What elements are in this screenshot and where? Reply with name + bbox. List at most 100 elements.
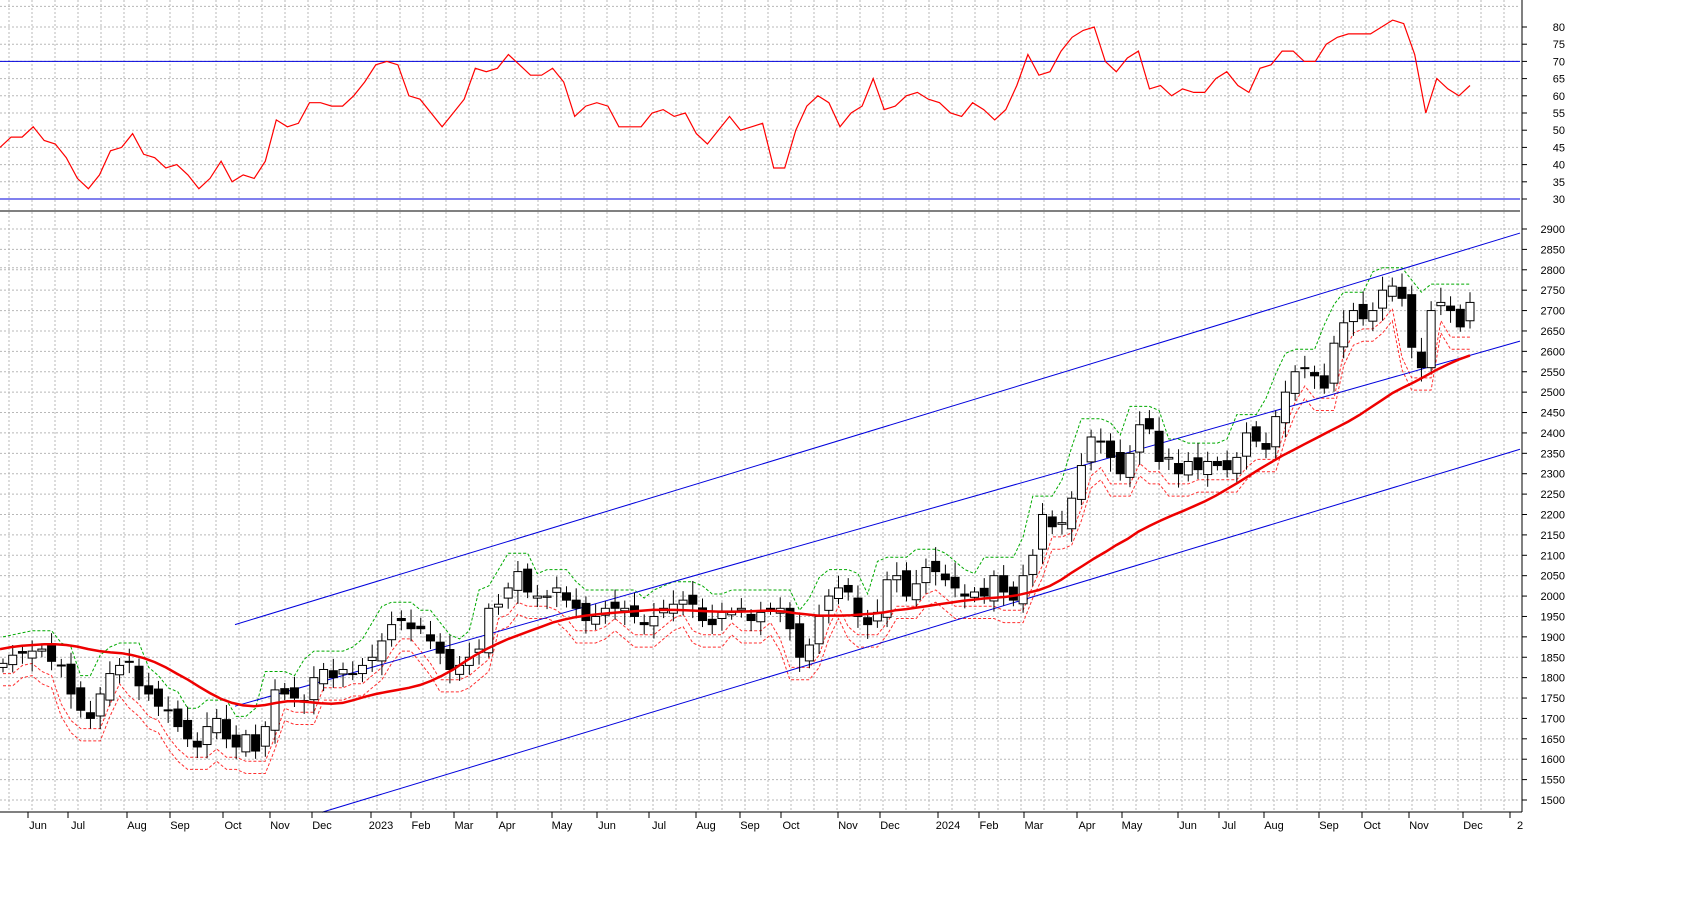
candle-body xyxy=(1193,457,1203,471)
candle-body xyxy=(0,662,8,668)
price-tick-label: 2500 xyxy=(1541,387,1565,399)
candle-body xyxy=(1183,460,1193,476)
moving-average-line xyxy=(0,354,1471,708)
price-tick-label: 1750 xyxy=(1541,693,1565,705)
candle-body xyxy=(756,611,766,623)
candle-body xyxy=(1319,375,1329,389)
x-tick-label: Jul xyxy=(1222,820,1236,832)
price-tick-label: 2250 xyxy=(1541,489,1565,501)
price-tick-label: 2100 xyxy=(1541,550,1565,562)
x-tick-label: Nov xyxy=(1409,820,1429,832)
candle-body xyxy=(416,625,426,630)
candle-body xyxy=(289,687,299,699)
candle-body xyxy=(882,579,892,618)
candle-body xyxy=(571,599,581,609)
candle-body xyxy=(678,599,688,605)
candle-body xyxy=(124,660,134,663)
candle-body xyxy=(1261,443,1271,450)
candle-body xyxy=(338,668,348,675)
candle-body xyxy=(115,664,125,676)
candle-body xyxy=(348,673,358,676)
x-tick-label: Aug xyxy=(127,820,147,832)
candle-body xyxy=(367,656,377,662)
candle-body xyxy=(1008,586,1018,601)
x-tick-label: Sep xyxy=(1319,820,1339,832)
candle-body xyxy=(493,603,503,608)
price-tick-label: 2600 xyxy=(1541,346,1565,358)
candle-body xyxy=(746,613,756,622)
candle-body xyxy=(620,607,630,612)
candle-body xyxy=(173,708,183,728)
rsi-tick-label: 60 xyxy=(1553,91,1565,103)
candle-body xyxy=(795,623,805,658)
trend-line-1 xyxy=(234,232,1521,626)
x-tick-label: 2 xyxy=(1517,820,1523,832)
candle-body xyxy=(192,740,202,748)
price-tick-label: 2850 xyxy=(1541,244,1565,256)
candle-body xyxy=(1455,308,1465,328)
candle-body xyxy=(1125,452,1135,478)
candle-body xyxy=(1242,432,1252,457)
x-tick-label: Jul xyxy=(652,820,666,832)
price-tick-label: 2550 xyxy=(1541,367,1565,379)
rsi-panel xyxy=(0,19,1520,200)
candle-body xyxy=(1086,436,1096,463)
candle-body xyxy=(1047,516,1057,528)
candle-body xyxy=(425,634,435,642)
rsi-tick-label: 55 xyxy=(1553,108,1565,120)
candle-body xyxy=(834,587,844,600)
x-tick-label: Aug xyxy=(696,820,716,832)
lower-envelope-band-2 xyxy=(3,319,1470,774)
price-tick-label: 1650 xyxy=(1541,734,1565,746)
candle-body xyxy=(581,602,591,622)
price-tick-label: 1950 xyxy=(1541,611,1565,623)
candle-body xyxy=(377,640,387,662)
candle-body xyxy=(1378,289,1388,309)
candle-body xyxy=(1232,456,1242,474)
candle-body xyxy=(1310,372,1320,377)
candle-body xyxy=(1106,440,1116,458)
candle-body xyxy=(503,587,513,599)
x-tick-label: Dec xyxy=(312,820,332,832)
candle-body xyxy=(8,654,18,666)
x-tick-label: Apr xyxy=(498,820,515,832)
candle-body xyxy=(532,595,542,599)
rsi-tick-label: 45 xyxy=(1553,142,1565,154)
candle-body xyxy=(357,664,367,675)
candle-body xyxy=(911,583,921,601)
x-tick-label: May xyxy=(552,820,573,832)
candle-body xyxy=(1271,416,1281,448)
candle-body xyxy=(445,649,455,670)
candle-body xyxy=(387,624,397,641)
candle-body xyxy=(1067,497,1077,530)
rsi-tick-label: 50 xyxy=(1553,125,1565,137)
candle-body xyxy=(1358,303,1368,320)
candle-body xyxy=(231,734,241,748)
x-tick-label: Apr xyxy=(1078,820,1095,832)
x-tick-label: Dec xyxy=(880,820,900,832)
candle-body xyxy=(697,607,707,622)
candle-body xyxy=(270,689,280,731)
price-tick-label: 2200 xyxy=(1541,510,1565,522)
x-tick-label: Aug xyxy=(1264,820,1284,832)
candle-body xyxy=(785,607,795,630)
candle-body xyxy=(66,663,76,695)
candle-body xyxy=(610,601,620,609)
rsi-tick-label: 30 xyxy=(1553,194,1565,206)
candle-body xyxy=(1164,456,1174,460)
candle-body xyxy=(1076,465,1086,500)
candle-body xyxy=(1038,514,1048,550)
x-tick-label: 2023 xyxy=(369,820,393,832)
candle-body xyxy=(1203,460,1213,476)
candle-body xyxy=(406,622,416,630)
candle-body xyxy=(309,677,319,701)
candle-body xyxy=(76,687,86,711)
price-tick-label: 2800 xyxy=(1541,265,1565,277)
price-tick-label: 1700 xyxy=(1541,713,1565,725)
candle-body xyxy=(717,611,727,620)
candle-body xyxy=(1465,301,1475,322)
candle-body xyxy=(989,575,999,602)
price-tick-label: 1800 xyxy=(1541,673,1565,685)
